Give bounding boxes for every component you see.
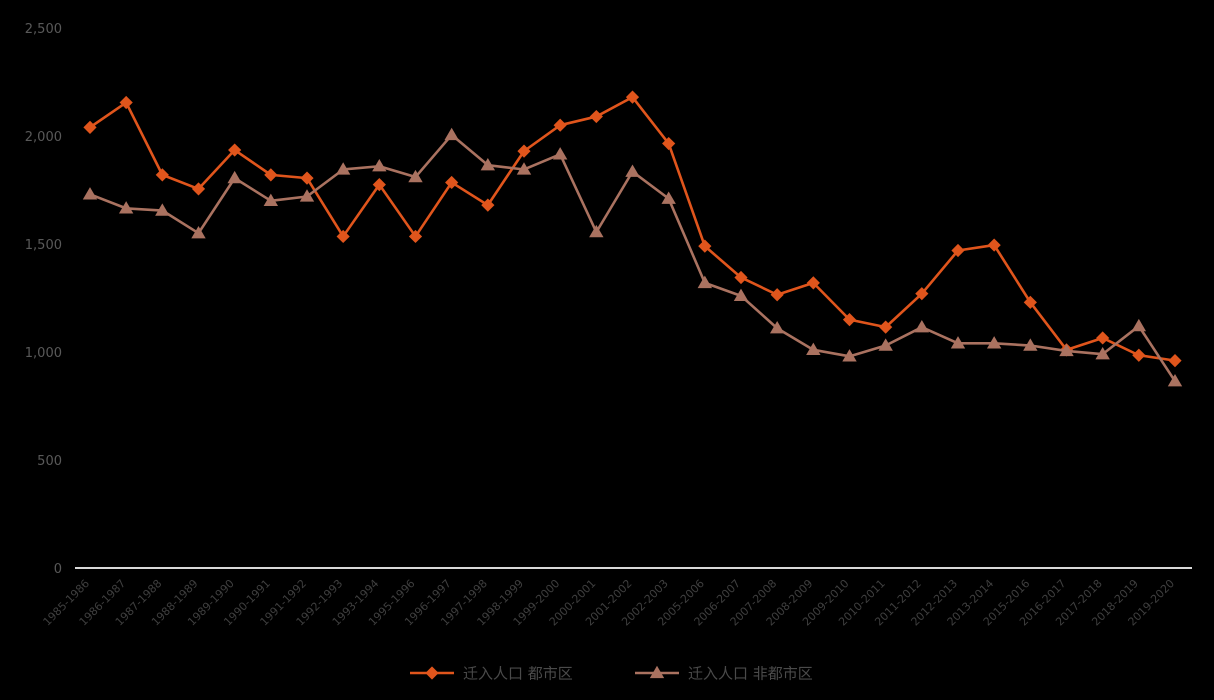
data-point-marker	[516, 162, 532, 175]
data-point-marker	[336, 229, 350, 244]
data-point-marker	[552, 147, 568, 160]
legend-marker-triangle-icon	[649, 665, 665, 679]
legend-label: 迁入人口 非都市区	[688, 665, 813, 683]
y-axis-tick-label: 500	[37, 454, 62, 469]
series-urban	[83, 90, 1182, 368]
data-point-marker	[300, 171, 314, 185]
y-axis-tick-label: 2,500	[25, 22, 62, 37]
data-point-marker	[625, 164, 640, 177]
data-point-marker	[1096, 331, 1110, 345]
data-point-marker	[1095, 346, 1110, 360]
y-axis-tick-labels: 0 500 1,000 1,500 2,000 2,500	[25, 22, 62, 577]
data-point-marker	[806, 342, 821, 356]
data-point-marker	[82, 187, 98, 200]
data-point-marker	[517, 144, 531, 158]
legend-label: 迁入人口 都市区	[463, 665, 573, 683]
data-point-marker	[733, 288, 749, 302]
data-point-marker	[769, 321, 785, 334]
data-point-marker	[118, 201, 134, 214]
data-point-marker	[915, 287, 929, 301]
data-point-marker	[191, 226, 206, 239]
data-point-marker	[227, 170, 242, 184]
data-point-marker	[1167, 373, 1183, 387]
data-point-marker	[879, 320, 893, 334]
data-point-marker	[335, 162, 351, 175]
data-point-marker	[155, 168, 169, 182]
data-point-marker	[697, 275, 713, 289]
data-point-marker	[878, 338, 893, 351]
data-point-marker	[444, 127, 459, 141]
data-point-marker	[951, 243, 965, 258]
data-point-marker	[228, 143, 242, 157]
data-point-marker	[372, 159, 387, 172]
data-point-marker	[661, 191, 676, 204]
series-nonurban	[82, 127, 1183, 387]
data-point-marker	[950, 336, 966, 349]
data-point-marker	[589, 224, 604, 238]
data-point-marker	[1023, 295, 1037, 309]
legend-item-urban[interactable]: 迁入人口 都市区	[410, 665, 573, 683]
data-point-marker	[914, 319, 930, 333]
y-axis-tick-label: 2,000	[25, 130, 62, 145]
data-point-marker	[986, 336, 1002, 349]
data-point-marker	[1131, 318, 1147, 332]
data-point-marker	[481, 198, 495, 212]
data-point-marker	[263, 193, 279, 206]
series-line	[88, 95, 1177, 362]
data-point-marker	[734, 270, 748, 285]
data-point-marker	[770, 288, 784, 302]
data-point-marker	[191, 182, 206, 196]
legend-item-nonurban[interactable]: 迁入人口 非都市区	[635, 665, 813, 683]
data-point-marker	[662, 136, 676, 151]
data-point-marker	[119, 95, 133, 110]
data-point-marker	[408, 169, 423, 183]
data-point-marker	[155, 203, 170, 216]
data-point-marker	[445, 175, 459, 190]
x-axis-tick-labels: 1985-19861986-19871987-19881988-19891989…	[41, 577, 1178, 629]
data-point-marker	[806, 276, 820, 290]
data-point-marker	[480, 157, 496, 171]
data-point-marker	[1059, 343, 1074, 357]
data-point-marker	[625, 90, 640, 104]
chart-legend: 迁入人口 都市区 迁入人口 非都市区	[410, 665, 813, 683]
data-point-marker	[589, 109, 603, 124]
data-series-layer	[82, 90, 1183, 387]
data-point-marker	[553, 118, 567, 132]
data-point-marker	[698, 239, 712, 253]
data-point-marker	[1168, 354, 1182, 368]
data-point-marker	[299, 189, 315, 202]
legend-marker-diamond-icon	[425, 666, 439, 680]
y-axis-tick-label: 1,000	[25, 346, 62, 361]
data-point-marker	[987, 238, 1001, 252]
data-point-marker	[842, 349, 857, 362]
y-axis-tick-label: 0	[54, 562, 62, 577]
data-point-marker	[842, 313, 857, 327]
data-point-marker	[408, 229, 423, 244]
data-point-marker	[1132, 348, 1146, 362]
data-point-marker	[83, 120, 97, 134]
data-point-marker	[1023, 338, 1038, 351]
data-point-marker	[264, 168, 278, 182]
data-point-marker	[372, 178, 386, 192]
y-axis-tick-label: 1,500	[25, 238, 62, 253]
